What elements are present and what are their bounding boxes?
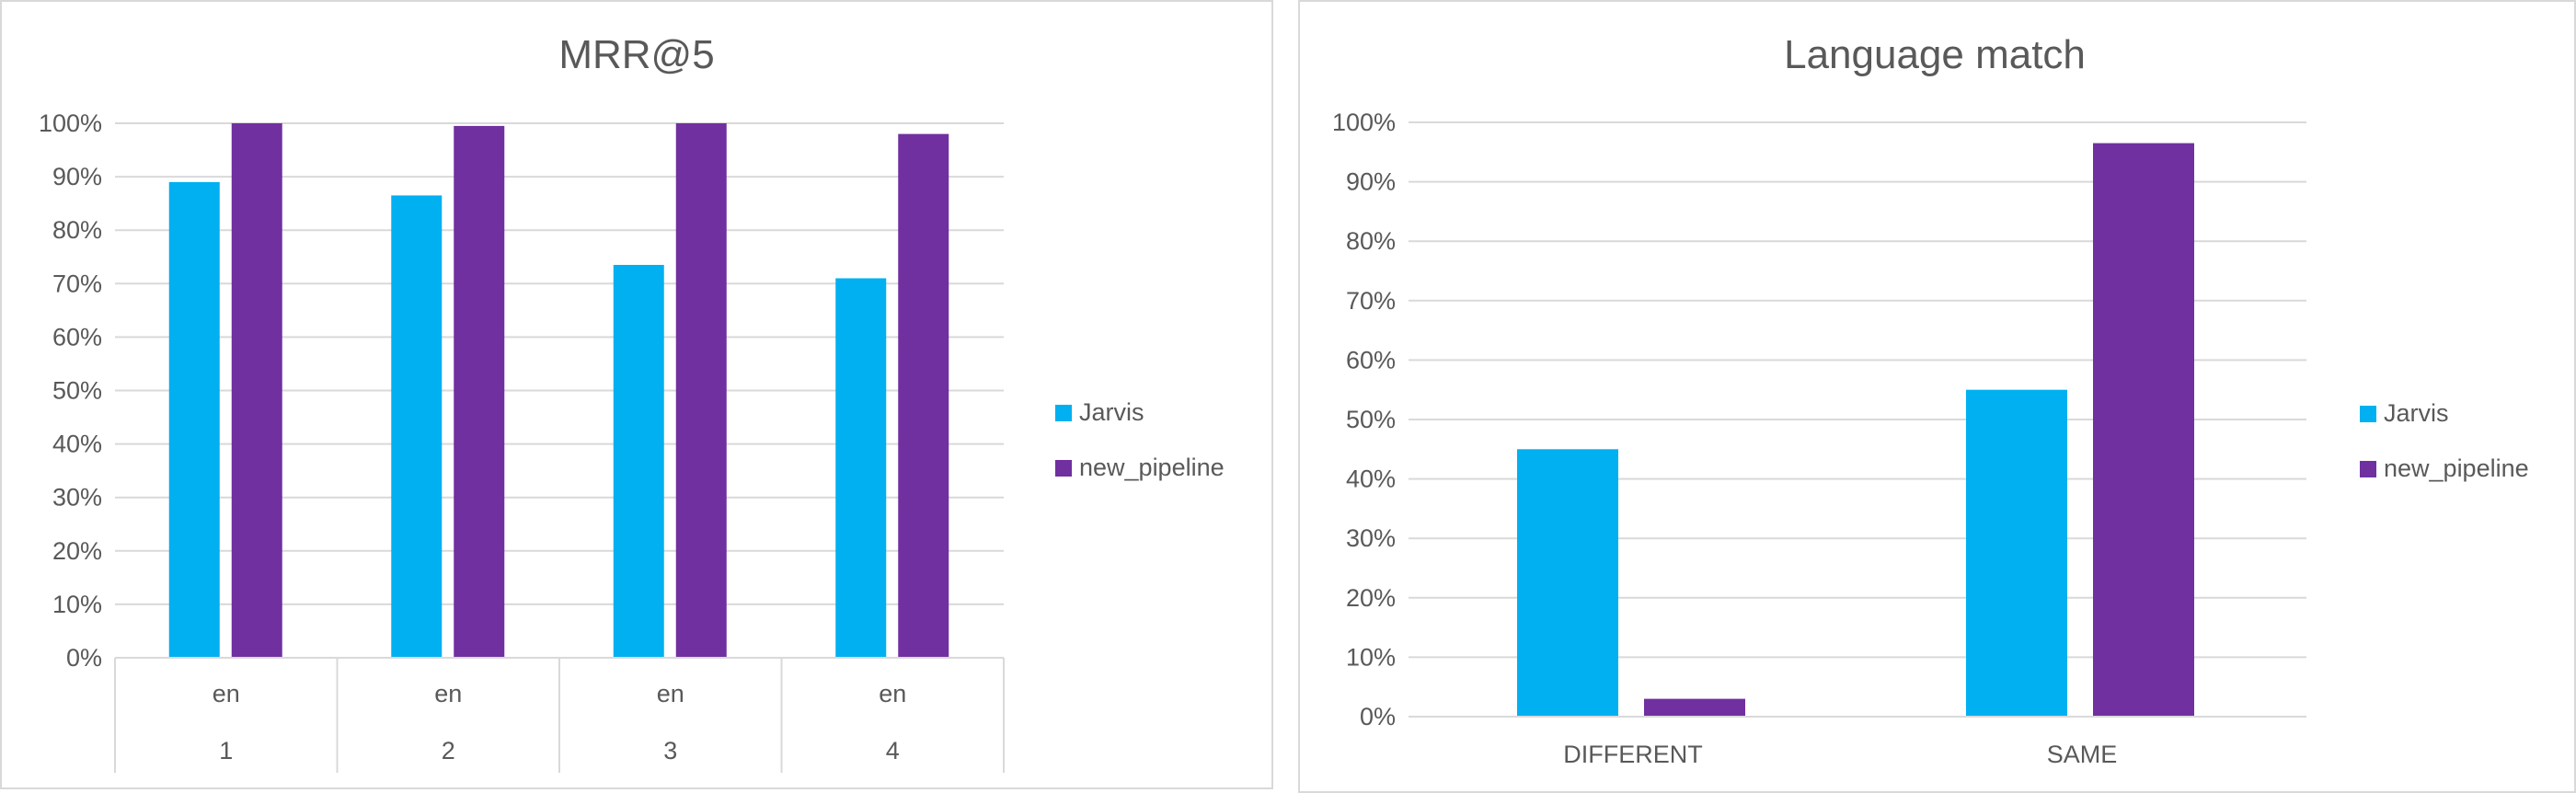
x-category-label: en (213, 680, 240, 707)
x-category-label: 4 (886, 737, 900, 764)
legend: Jarvis new_pipeline (1055, 398, 1225, 481)
chart-panel-language: Language match 0% 10% 20% 30% 40% 50% 60% 70% 80… (1298, 0, 2576, 793)
bar-Jarvis (613, 264, 664, 658)
y-tick-label: 90% (52, 163, 102, 190)
y-tick-label: 40% (1346, 465, 1396, 493)
y-tick-label: 0% (66, 644, 102, 672)
bar-new-pipeline (2093, 143, 2194, 718)
chart-title: MRR@5 (558, 32, 714, 77)
y-tick-label: 80% (52, 216, 102, 244)
legend-label: new_pipeline (2384, 454, 2529, 482)
y-tick-label: 100% (1332, 109, 1396, 136)
language-chart: Language match 0% 10% 20% 30% 40% 50% 60% 70% 80… (1332, 32, 2529, 768)
bar-new-pipeline (898, 133, 949, 658)
bars (1517, 143, 2194, 718)
legend-swatch-Jarvis (1055, 405, 1072, 421)
y-tick-label: 70% (52, 270, 102, 297)
y-tick-label: 50% (1346, 406, 1396, 433)
x-category-label: DIFFERENT (1563, 741, 1703, 768)
y-tick-label: 60% (52, 323, 102, 351)
bar-Jarvis (835, 278, 887, 658)
bar-Jarvis (1966, 389, 2067, 717)
legend-swatch-Jarvis (2360, 406, 2376, 422)
x-category-label: 3 (663, 737, 677, 764)
x-category-label: 2 (442, 737, 455, 764)
bar-new-pipeline (454, 125, 505, 658)
bars (168, 123, 949, 658)
legend-label: Jarvis (1079, 398, 1144, 426)
y-tick-label: 50% (52, 377, 102, 405)
y-tick-label: 60% (1346, 346, 1396, 374)
bar-new-pipeline (1644, 698, 1745, 717)
y-tick-label: 20% (1346, 584, 1396, 612)
x-category-label: en (879, 680, 906, 707)
y-tick-label: 40% (52, 431, 102, 458)
bar-Jarvis (391, 195, 443, 658)
x-category-label: SAME (2047, 741, 2118, 768)
y-tick-label: 30% (52, 484, 102, 511)
legend: Jarvis new_pipeline (2360, 399, 2529, 482)
y-tick-label: 30% (1346, 524, 1396, 552)
bar-new-pipeline (675, 123, 727, 658)
y-tick-label: 70% (1346, 287, 1396, 315)
x-axis: DIFFERENT SAME (1409, 716, 2306, 768)
bar-Jarvis (1517, 449, 1618, 717)
y-tick-label: 10% (1346, 643, 1396, 671)
y-axis-ticks: 0% 10% 20% 30% 40% 50% 60% 70% 80% 90% 100% (1332, 109, 1396, 730)
y-tick-label: 90% (1346, 168, 1396, 196)
legend-label: new_pipeline (1079, 454, 1225, 481)
y-tick-label: 80% (1346, 227, 1396, 255)
x-category-label: 1 (219, 737, 233, 764)
bar-new-pipeline (231, 123, 282, 658)
bar-Jarvis (168, 181, 220, 658)
x-category-label: en (434, 680, 462, 707)
x-category-label: en (657, 680, 684, 707)
legend-label: Jarvis (2384, 399, 2449, 427)
legend-swatch-new-pipeline (2360, 461, 2376, 477)
y-tick-label: 10% (52, 591, 102, 618)
legend-swatch-new-pipeline (1055, 460, 1072, 477)
y-tick-label: 0% (1360, 703, 1396, 730)
y-tick-label: 100% (39, 109, 102, 137)
mrr-chart: MRR@5 0%10%20%30%40%50%60%70%80%90%100% … (39, 32, 1225, 773)
y-axis-ticks: 0% 10% 20% 30% 40% 50% 60% 70% 80% 90% 100% (39, 109, 102, 672)
x-axis: en 1 en 2 en 3 en 4 (114, 657, 1005, 773)
chart-panel-mrr: MRR@5 0% 10% 20% 30% 40% 50% 60% 70% 80% 90% 100% … (0, 0, 1273, 789)
y-tick-label: 20% (52, 537, 102, 565)
chart-title: Language match (1784, 32, 2086, 77)
